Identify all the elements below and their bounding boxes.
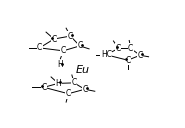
Text: C: C — [82, 85, 87, 94]
Text: C: C — [41, 83, 47, 92]
Text: H: H — [55, 79, 61, 88]
Text: Eu: Eu — [76, 65, 90, 75]
Text: C: C — [51, 35, 57, 44]
Text: C: C — [68, 32, 73, 41]
Text: C: C — [71, 78, 77, 87]
Text: C: C — [137, 51, 143, 60]
Text: C: C — [66, 89, 71, 98]
Text: C: C — [128, 44, 133, 53]
Text: HC: HC — [101, 50, 112, 59]
Text: H: H — [57, 60, 63, 69]
Text: C: C — [61, 46, 66, 55]
Text: C: C — [77, 41, 82, 50]
Text: C: C — [116, 44, 121, 53]
Text: C: C — [125, 56, 130, 65]
Text: C: C — [37, 43, 42, 52]
